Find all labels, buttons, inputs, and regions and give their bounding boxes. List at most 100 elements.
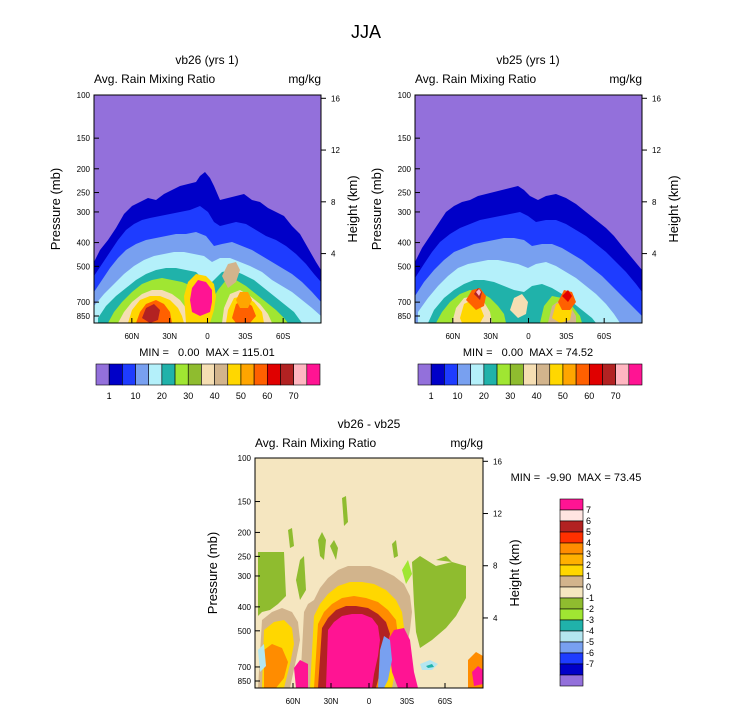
y-tick-label: 100: [77, 91, 91, 100]
x-tick-label: 60N: [286, 697, 301, 706]
x-tick-label: 30S: [400, 697, 414, 706]
units-label: mg/kg: [288, 72, 321, 86]
y-tick-label: 300: [238, 572, 252, 581]
y-right-tick-label: 8: [652, 198, 657, 207]
y-tick-label: 850: [398, 312, 412, 321]
panel-vb25: vb25 (yrs 1) Avg. Rain Mixing Ratio mg/k…: [369, 53, 681, 401]
y-axis-label-right: Height (km): [666, 175, 681, 242]
colorbar-swatch: [174, 363, 189, 386]
units-label: mg/kg: [450, 436, 483, 450]
colorbar-swatch: [253, 363, 268, 386]
colorbar-swatch: [95, 363, 110, 386]
axis-ticks: 100 150 200 250 300 400 500 700 850 16 12 8 4 60N 30N 0…: [77, 91, 341, 341]
y-tick-label: 200: [77, 165, 91, 174]
colorbar-swatch: [559, 630, 584, 643]
colorbar-swatch: [148, 363, 163, 386]
y-tick-label: 150: [238, 498, 252, 507]
colorbar-swatch: [559, 531, 584, 544]
colorbar-swatch: [559, 652, 584, 665]
colorbar: 1 10 20 30 40 50 60 70: [417, 363, 643, 401]
x-tick-label: 30S: [559, 332, 573, 341]
colorbar-swatch: [306, 363, 321, 386]
y-tick-label: 250: [238, 552, 252, 561]
colorbar-label: -7: [586, 659, 594, 669]
axis-ticks: 100 150 200 250 300 400 500 700 850 16 12 8 4 60N 30N 0…: [238, 454, 503, 706]
colorbar-swatch: [187, 363, 202, 386]
colorbar-swatch: [559, 542, 584, 555]
colorbar-swatch: [496, 363, 511, 386]
y-axis-label-right: Height (km): [507, 539, 522, 606]
y-tick-label: 700: [238, 663, 252, 672]
units-label: mg/kg: [609, 72, 642, 86]
colorbar-swatch: [523, 363, 537, 386]
x-tick-label: 60S: [438, 697, 452, 706]
colorbar-swatch: [227, 363, 242, 386]
x-tick-label: 30N: [324, 697, 339, 706]
min-max-stats: MIN = -9.90 MAX = 73.45: [511, 472, 642, 484]
y-right-tick-label: 12: [652, 146, 661, 155]
colorbar-label: 2: [586, 560, 591, 570]
y-tick-label: 250: [398, 189, 412, 198]
x-tick-label: 30S: [238, 332, 252, 341]
y-tick-label: 300: [77, 208, 91, 217]
colorbar-swatch: [444, 363, 458, 386]
colorbar-label: 5: [586, 527, 591, 537]
colorbar-swatch: [240, 363, 255, 386]
contour-field: [415, 95, 642, 323]
colorbar-swatch: [615, 363, 630, 386]
y-tick-label: 300: [398, 208, 412, 217]
x-tick-label: 60S: [276, 332, 290, 341]
y-tick-label: 850: [77, 312, 91, 321]
y-tick-label: 100: [238, 454, 252, 463]
y-right-tick-label: 4: [493, 614, 498, 623]
colorbar-swatch: [559, 641, 584, 654]
y-axis-label-right: Height (km): [345, 175, 360, 242]
colorbar-label: -2: [586, 604, 594, 614]
colorbar-swatch: [509, 363, 524, 386]
colorbar-swatch: [417, 363, 432, 386]
y-right-tick-label: 12: [331, 146, 340, 155]
x-tick-label: 60N: [124, 332, 139, 341]
colorbar-label: 50: [558, 391, 568, 401]
colorbar-label: 0: [586, 582, 591, 592]
colorbar-swatch: [108, 363, 123, 386]
y-right-tick-label: 16: [493, 457, 502, 466]
colorbar-swatch: [559, 597, 584, 610]
y-right-tick-label: 16: [652, 94, 661, 103]
colorbar-swatch: [559, 498, 584, 511]
y-axis-label: Pressure (mb): [369, 168, 384, 250]
colorbar-swatch: [559, 575, 584, 588]
y-right-tick-label: 12: [493, 510, 502, 519]
colorbar-label: 50: [236, 391, 246, 401]
colorbar-label: 60: [584, 391, 594, 401]
colorbar-label: 3: [586, 549, 591, 559]
colorbar-swatch: [457, 363, 472, 386]
y-tick-label: 500: [77, 262, 91, 271]
colorbar-label: 60: [262, 391, 272, 401]
colorbar-label: 70: [611, 391, 621, 401]
colorbar: 1 10 20 30 40 50 60 70: [95, 363, 321, 401]
panel-difference: vb26 - vb25 Avg. Rain Mixing Ratio mg/kg: [205, 417, 641, 706]
colorbar-swatch: [588, 363, 603, 386]
y-tick-label: 400: [77, 239, 91, 248]
colorbar-swatch: [559, 608, 584, 621]
colorbar-swatch: [628, 363, 643, 386]
y-right-tick-label: 4: [652, 250, 657, 259]
colorbar-swatch: [559, 509, 584, 522]
y-tick-label: 150: [77, 134, 91, 143]
y-tick-label: 150: [398, 134, 412, 143]
colorbar-label: 4: [586, 538, 591, 548]
min-max-stats: MIN = 0.00 MAX = 115.01: [139, 347, 275, 359]
colorbar-label: 1: [107, 391, 112, 401]
y-right-tick-label: 16: [331, 94, 340, 103]
x-tick-label: 0: [526, 332, 531, 341]
colorbar-label: 1: [586, 571, 591, 581]
field-label: Avg. Rain Mixing Ratio: [255, 436, 376, 450]
colorbar-swatch: [559, 674, 584, 687]
colorbar-label: 10: [453, 391, 463, 401]
colorbar-swatch: [483, 363, 498, 386]
axis-ticks: 100 150 200 250 300 400 500 700 850 16 12 8 4 60N 30N 0…: [398, 91, 662, 341]
colorbar-label: 7: [586, 505, 591, 515]
